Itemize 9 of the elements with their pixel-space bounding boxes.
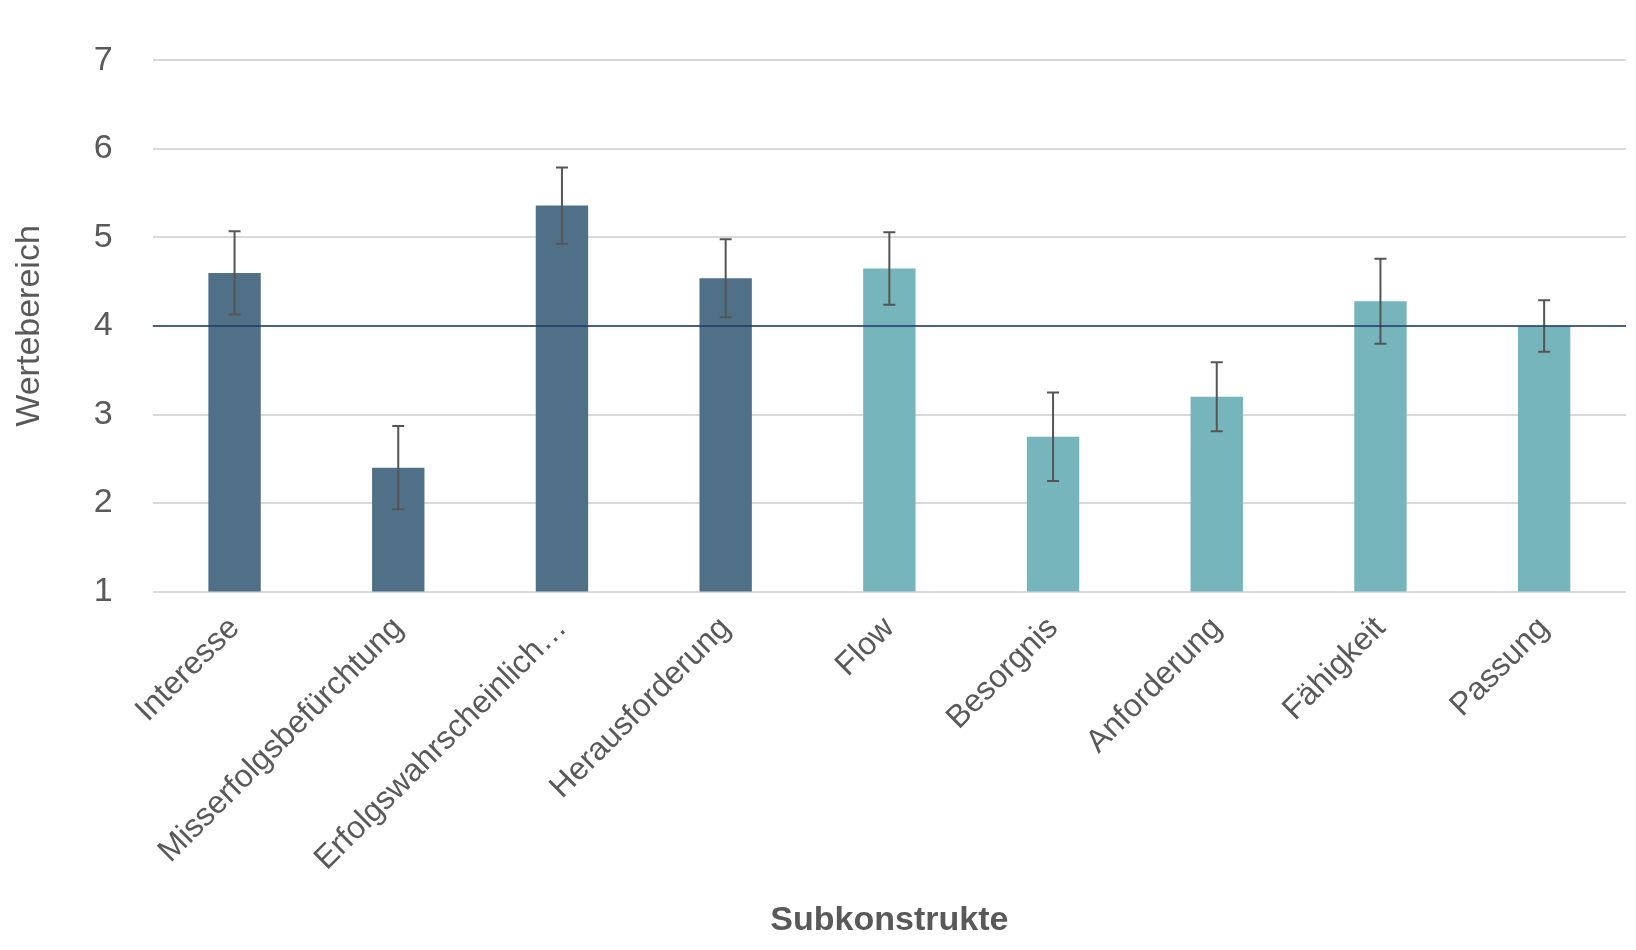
y-tick-label: 4 bbox=[93, 304, 113, 343]
y-tick-label: 2 bbox=[93, 481, 113, 520]
y-tick-label: 5 bbox=[93, 215, 113, 254]
y-tick-label: 7 bbox=[93, 38, 113, 77]
y-tick-label: 1 bbox=[93, 569, 113, 608]
y-tick-label: 3 bbox=[93, 392, 113, 431]
y-tick-label: 6 bbox=[93, 127, 113, 166]
y-axis-title: Wertebereich bbox=[7, 225, 46, 427]
x-axis-title: Subkonstrukte bbox=[770, 898, 1009, 937]
